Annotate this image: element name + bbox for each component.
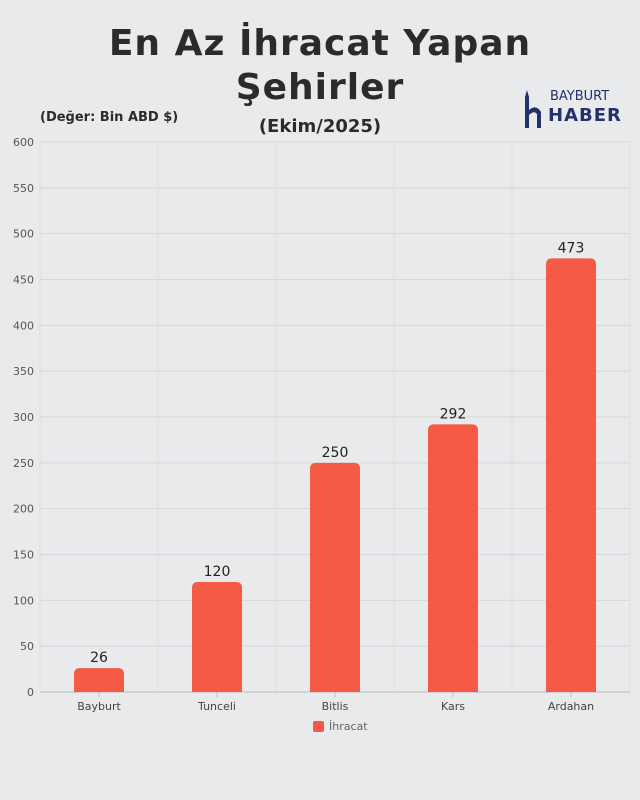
brand-logo: BAYBURT HABER xyxy=(522,88,622,130)
legend-label: İhracat xyxy=(329,720,368,733)
data-label: 26 xyxy=(90,650,108,666)
bar[interactable] xyxy=(310,462,360,692)
y-tick-label: 250 xyxy=(13,457,34,470)
unit-note: (Değer: Bin ABD $) xyxy=(40,110,179,125)
y-tick-label: 50 xyxy=(20,640,34,653)
chart-subtitle: (Ekim/2025) xyxy=(258,116,382,137)
data-label: 473 xyxy=(558,240,585,256)
data-label: 292 xyxy=(440,406,467,422)
bar[interactable] xyxy=(428,424,478,692)
y-tick-label: 0 xyxy=(27,686,34,699)
logo-text-top: BAYBURT xyxy=(550,89,610,104)
x-tick-label: Tunceli xyxy=(197,700,236,713)
x-tick-label: Bitlis xyxy=(322,700,349,713)
chart-title: En Az İhracat Yapan Şehirler xyxy=(0,22,640,110)
y-tick-label: 400 xyxy=(13,319,34,332)
minaret-icon xyxy=(525,90,541,128)
bar[interactable] xyxy=(546,258,596,692)
y-tick-label: 550 xyxy=(13,182,34,195)
x-tick-label: Kars xyxy=(441,700,465,713)
bar[interactable] xyxy=(74,668,124,692)
logo-text-bottom: HABER xyxy=(548,105,622,126)
x-tick-label: Ardahan xyxy=(548,700,594,713)
legend-swatch xyxy=(313,721,324,732)
chart-title-line2: Şehirler xyxy=(235,67,405,108)
data-label: 120 xyxy=(204,564,231,580)
data-label: 250 xyxy=(322,445,349,461)
bar[interactable] xyxy=(192,582,242,692)
y-tick-label: 600 xyxy=(13,136,34,149)
x-tick-label: Bayburt xyxy=(77,700,121,713)
y-tick-label: 500 xyxy=(13,228,34,241)
y-tick-label: 350 xyxy=(13,365,34,378)
y-tick-label: 100 xyxy=(13,594,34,607)
chart-title-line1: En Az İhracat Yapan xyxy=(108,23,532,64)
legend[interactable]: İhracat xyxy=(313,720,368,733)
y-tick-label: 450 xyxy=(13,274,34,287)
y-tick-label: 200 xyxy=(13,503,34,516)
y-tick-label: 300 xyxy=(13,411,34,424)
y-tick-label: 150 xyxy=(13,549,34,562)
